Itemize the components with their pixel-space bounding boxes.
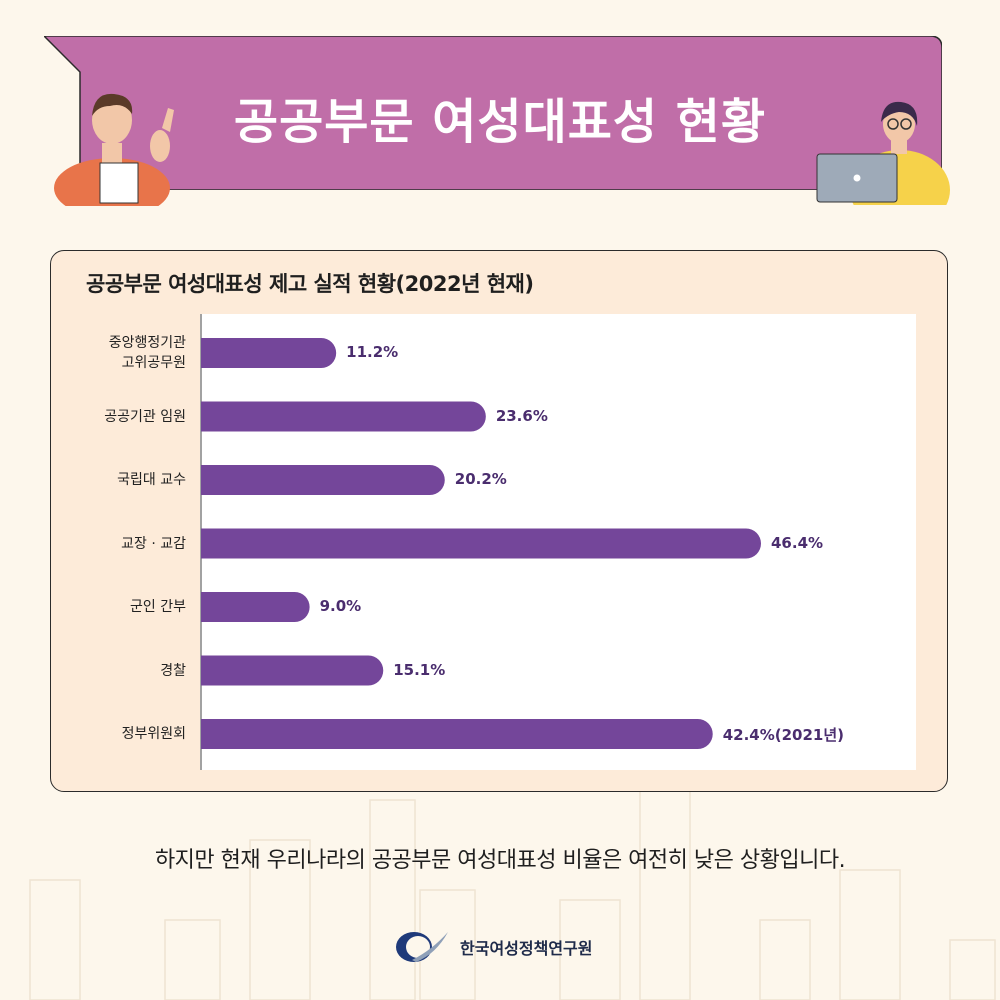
category-label-line: 국립대 교수: [117, 472, 186, 488]
chart-title: 공공부문 여성대표성 제고 실적 현황(2022년 현재): [86, 272, 534, 296]
org-name: 한국여성정책연구원: [460, 939, 593, 958]
bar-value-label: 11.2%: [346, 343, 399, 361]
footer-logo: 한국여성정책연구원: [392, 930, 592, 964]
background-buildings: [29, 789, 996, 1000]
bar-value-label: 15.1%: [393, 660, 446, 679]
category-label-line: 고위공무원: [121, 355, 186, 371]
kwdi-logo-icon: [396, 932, 448, 962]
bar-value-label: 42.4%(2021년): [722, 726, 845, 744]
bar-value-label: 20.2%: [454, 470, 507, 488]
category-label: 경찰: [56, 661, 186, 681]
bar-value-label: 23.6%: [495, 406, 548, 425]
category-label: 정부위원회: [56, 724, 186, 744]
page-title: 공공부문 여성대표성 현황: [233, 94, 767, 150]
bar-value-label: 46.4%: [771, 533, 824, 552]
category-label-line: 군인 간부: [130, 599, 186, 615]
category-label-line: 경찰: [160, 662, 186, 679]
bar-value-label: 9.0%: [319, 597, 362, 615]
category-label-line: 중앙행정기관: [108, 335, 186, 351]
category-label-line: 공공기관 임원: [104, 408, 186, 425]
category-label: 군인 간부: [56, 597, 186, 617]
caption-text: 하지만 현재 우리나라의 공공부문 여성대표성 비율은 여전히 낮은 상황입니다…: [154, 848, 846, 873]
category-label: 국립대 교수: [56, 470, 186, 490]
woman-with-laptop-illustration: [816, 101, 950, 205]
man-with-clipboard-illustration: [54, 93, 174, 206]
category-label: 공공기관 임원: [56, 407, 186, 427]
category-label: 교장 · 교감: [56, 534, 186, 554]
category-label-line: 교장 · 교감: [121, 535, 186, 552]
category-label-line: 정부위원회: [121, 726, 186, 742]
